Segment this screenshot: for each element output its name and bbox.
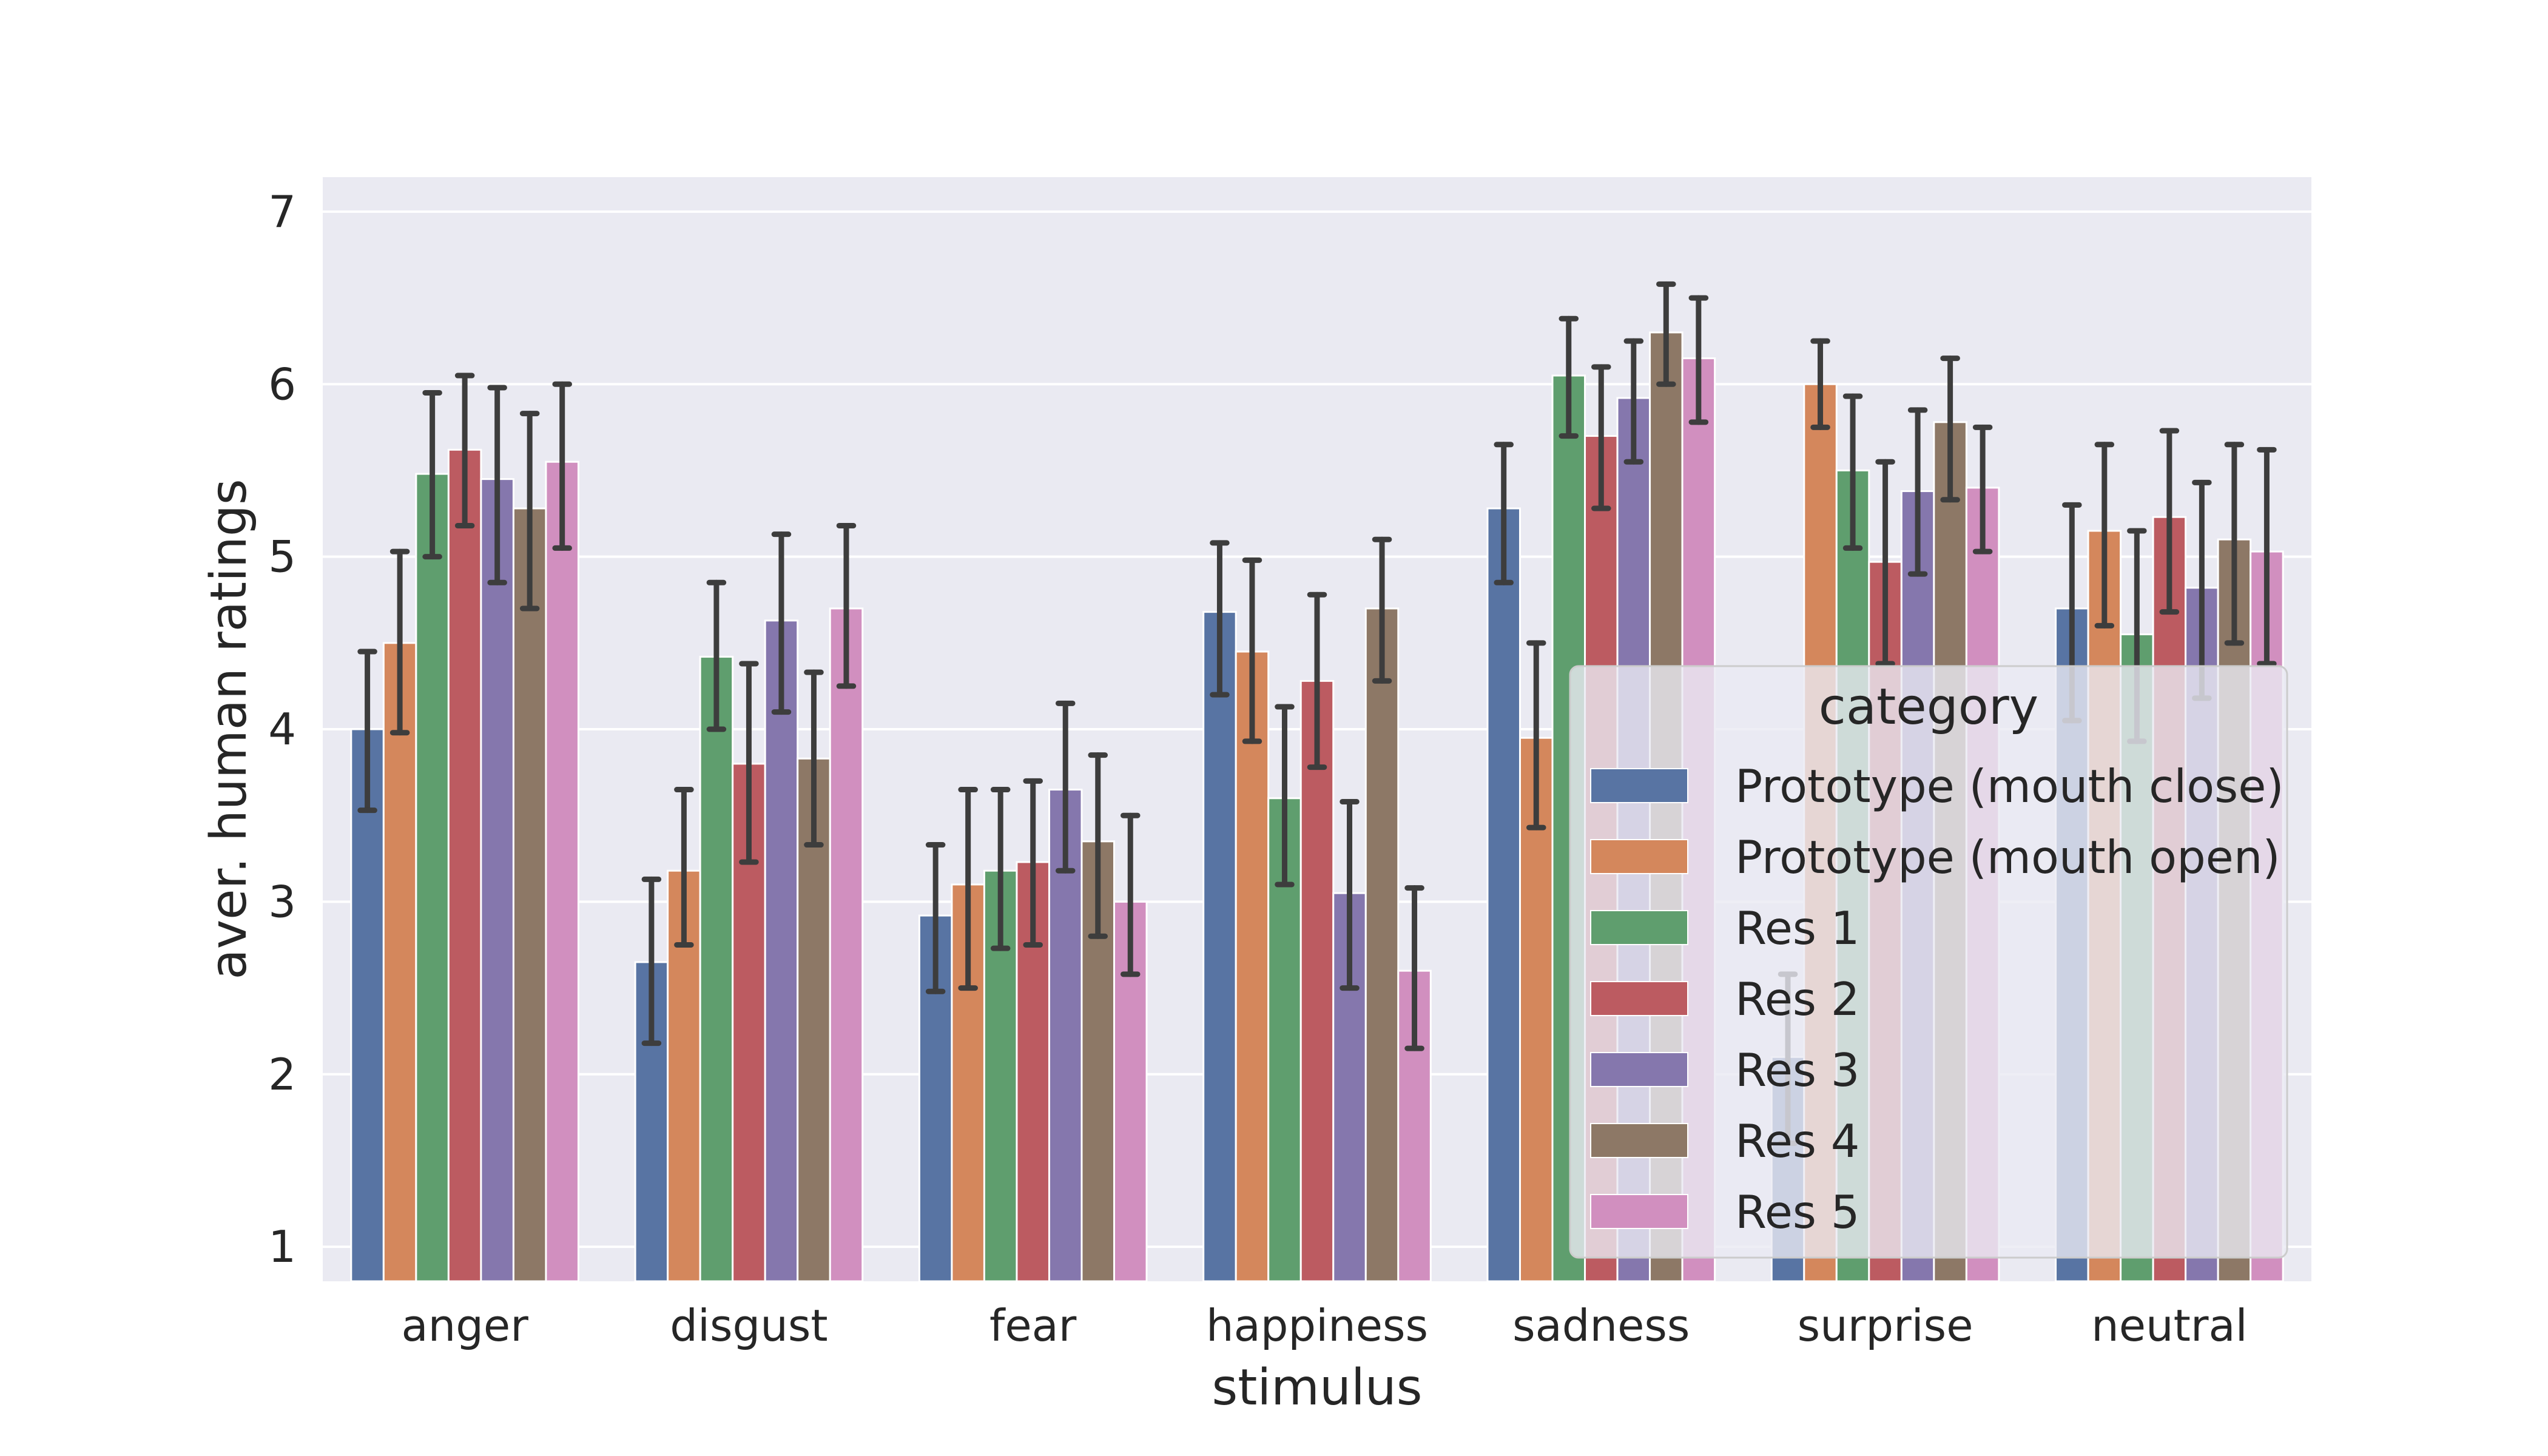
legend-swatch bbox=[1590, 1123, 1688, 1158]
bar bbox=[829, 607, 864, 1282]
error-bar bbox=[487, 385, 507, 585]
error-bar bbox=[925, 842, 946, 994]
error-bar bbox=[1907, 407, 1928, 577]
error-bar bbox=[1940, 356, 1960, 503]
error-bar bbox=[454, 372, 475, 528]
bar bbox=[1486, 507, 1521, 1282]
error-bars bbox=[357, 281, 2277, 1146]
y-tick-labels: 1 2 3 4 5 6 7 bbox=[268, 186, 296, 1272]
y-axis-label: aver. human ratings bbox=[200, 479, 258, 979]
legend-entry-label: Res 5 bbox=[1735, 1185, 1860, 1239]
legend-box bbox=[1569, 665, 2288, 1259]
error-bar bbox=[1275, 704, 1295, 888]
bar bbox=[1364, 607, 1400, 1282]
error-bar bbox=[706, 579, 727, 732]
error-bar bbox=[519, 411, 540, 612]
error-bar bbox=[1242, 557, 1262, 744]
x-tick-label: anger bbox=[401, 1300, 528, 1351]
error-bar bbox=[1372, 536, 1392, 684]
y-tick-label: 6 bbox=[268, 359, 296, 410]
x-axis-label: stimulus bbox=[1212, 1359, 1423, 1417]
x-tick-label: sadness bbox=[1512, 1300, 1690, 1351]
bar bbox=[512, 507, 547, 1282]
error-bar bbox=[641, 876, 662, 1046]
y-tick-label: 5 bbox=[268, 531, 296, 582]
error-bar bbox=[1055, 700, 1076, 874]
legend-swatch bbox=[1590, 1052, 1688, 1087]
bar bbox=[415, 473, 450, 1282]
error-bar bbox=[958, 787, 978, 991]
x-tick-label: neutral bbox=[2091, 1300, 2248, 1351]
error-bar bbox=[1656, 281, 1676, 387]
x-tick-label: disgust bbox=[670, 1300, 827, 1351]
bar bbox=[1202, 611, 1237, 1282]
error-bar bbox=[552, 381, 572, 551]
bar bbox=[764, 619, 799, 1282]
error-bar bbox=[2257, 447, 2277, 667]
legend-entry-label: Res 4 bbox=[1735, 1114, 1860, 1168]
bar bbox=[447, 448, 482, 1282]
error-bar bbox=[1340, 798, 1360, 991]
error-bar bbox=[1210, 540, 1230, 698]
error-bar bbox=[836, 522, 857, 689]
error-bar bbox=[1120, 812, 1141, 977]
x-tick-labels: anger disgust fear happiness sadness surprise… bbox=[401, 1300, 2247, 1351]
error-bar bbox=[1404, 885, 1424, 1051]
legend-swatch bbox=[1590, 839, 1688, 874]
error-bar bbox=[739, 661, 759, 865]
error-bar bbox=[357, 649, 377, 814]
bar bbox=[1235, 650, 1270, 1282]
y-tick-label: 3 bbox=[268, 876, 296, 927]
bar bbox=[951, 883, 985, 1282]
error-bar bbox=[1023, 778, 1043, 948]
legend-swatch bbox=[1590, 768, 1688, 803]
legend-entry-label: Res 2 bbox=[1735, 972, 1860, 1026]
error-bar bbox=[1623, 338, 1644, 465]
error-bar bbox=[2224, 442, 2245, 646]
legend-entry-label: Res 3 bbox=[1735, 1043, 1860, 1097]
error-bar bbox=[2159, 428, 2180, 615]
error-bar bbox=[990, 787, 1011, 951]
y-tick-label: 2 bbox=[268, 1049, 296, 1100]
x-tick-label: fear bbox=[989, 1300, 1077, 1351]
error-bar bbox=[674, 787, 694, 948]
bar bbox=[382, 642, 417, 1282]
error-bar bbox=[1842, 393, 1863, 551]
legend-entry-label: Prototype (mouth open) bbox=[1735, 831, 2280, 884]
legend-entry-label: Prototype (mouth close) bbox=[1735, 760, 2284, 813]
error-bar bbox=[1494, 442, 1514, 585]
error-bar bbox=[1526, 640, 1546, 831]
legend-swatch bbox=[1590, 1194, 1688, 1229]
bar bbox=[1299, 679, 1335, 1282]
error-bar bbox=[389, 548, 410, 736]
y-tick-label: 1 bbox=[268, 1221, 296, 1272]
error-bar bbox=[1559, 315, 1579, 439]
bar bbox=[699, 656, 734, 1282]
error-bar bbox=[1875, 459, 1895, 667]
legend-swatch bbox=[1590, 910, 1688, 945]
error-bar bbox=[422, 389, 442, 560]
legend-swatch bbox=[1590, 981, 1688, 1016]
error-bar bbox=[1307, 592, 1327, 770]
error-bar bbox=[2094, 442, 2115, 629]
error-bar bbox=[1688, 295, 1709, 425]
x-tick-label: surprise bbox=[1798, 1300, 1973, 1351]
y-tick-label: 4 bbox=[268, 704, 296, 755]
y-tick-label: 7 bbox=[268, 186, 296, 237]
error-bar bbox=[804, 669, 824, 848]
error-bar bbox=[1972, 424, 1993, 554]
error-bar bbox=[1591, 364, 1611, 511]
x-tick-label: happiness bbox=[1206, 1300, 1428, 1351]
error-bar bbox=[1088, 752, 1108, 939]
legend-title: category bbox=[1819, 678, 2038, 736]
error-bar bbox=[1810, 338, 1830, 430]
error-bar bbox=[771, 531, 792, 715]
bar bbox=[918, 914, 953, 1282]
legend: category Prototype (mouth close) Prototyp… bbox=[1569, 665, 2288, 1259]
bar bbox=[480, 478, 514, 1282]
bar bbox=[545, 460, 579, 1282]
legend-entry-label: Res 1 bbox=[1735, 902, 1860, 955]
